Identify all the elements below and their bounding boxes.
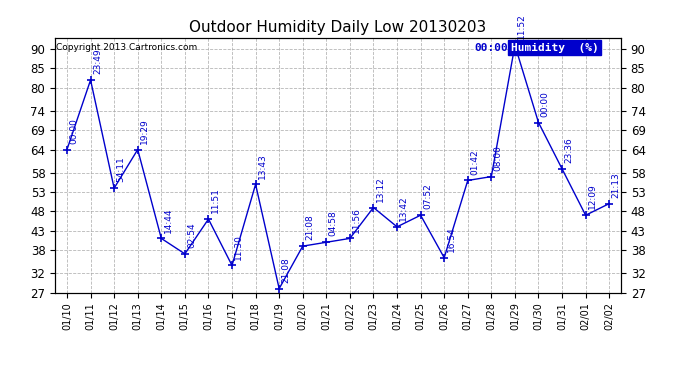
Text: 54:11: 54:11: [117, 157, 126, 182]
Text: 13:12: 13:12: [376, 176, 385, 202]
Text: 00:00: 00:00: [69, 118, 79, 144]
Text: 13:43: 13:43: [258, 153, 267, 178]
Text: 04:58: 04:58: [328, 211, 337, 237]
Text: 21:13: 21:13: [611, 172, 620, 198]
Text: 00:00: 00:00: [474, 43, 508, 52]
Text: 02:54: 02:54: [187, 222, 196, 248]
Text: 11:51: 11:51: [210, 188, 220, 213]
Text: 21:08: 21:08: [305, 214, 314, 240]
Text: 16:54: 16:54: [446, 226, 455, 252]
Text: 11:52: 11:52: [518, 13, 526, 39]
Text: 23:49: 23:49: [93, 49, 102, 74]
Text: 11:56: 11:56: [352, 207, 362, 232]
Text: 00:00: 00:00: [541, 91, 550, 117]
Text: 23:36: 23:36: [564, 137, 573, 163]
Text: 08:00: 08:00: [494, 145, 503, 171]
Text: 13:42: 13:42: [400, 195, 408, 221]
Text: Humidity  (%): Humidity (%): [511, 43, 598, 52]
Text: Copyright 2013 Cartronics.com: Copyright 2013 Cartronics.com: [57, 43, 197, 52]
Text: 07:52: 07:52: [423, 184, 432, 209]
Text: 14:44: 14:44: [164, 207, 172, 232]
Text: 11:30: 11:30: [235, 234, 244, 260]
Text: 21:08: 21:08: [282, 257, 290, 283]
Title: Outdoor Humidity Daily Low 20130203: Outdoor Humidity Daily Low 20130203: [190, 20, 486, 35]
Text: 12:09: 12:09: [588, 184, 597, 209]
Text: 01:42: 01:42: [470, 149, 479, 175]
Text: 19:29: 19:29: [140, 118, 149, 144]
